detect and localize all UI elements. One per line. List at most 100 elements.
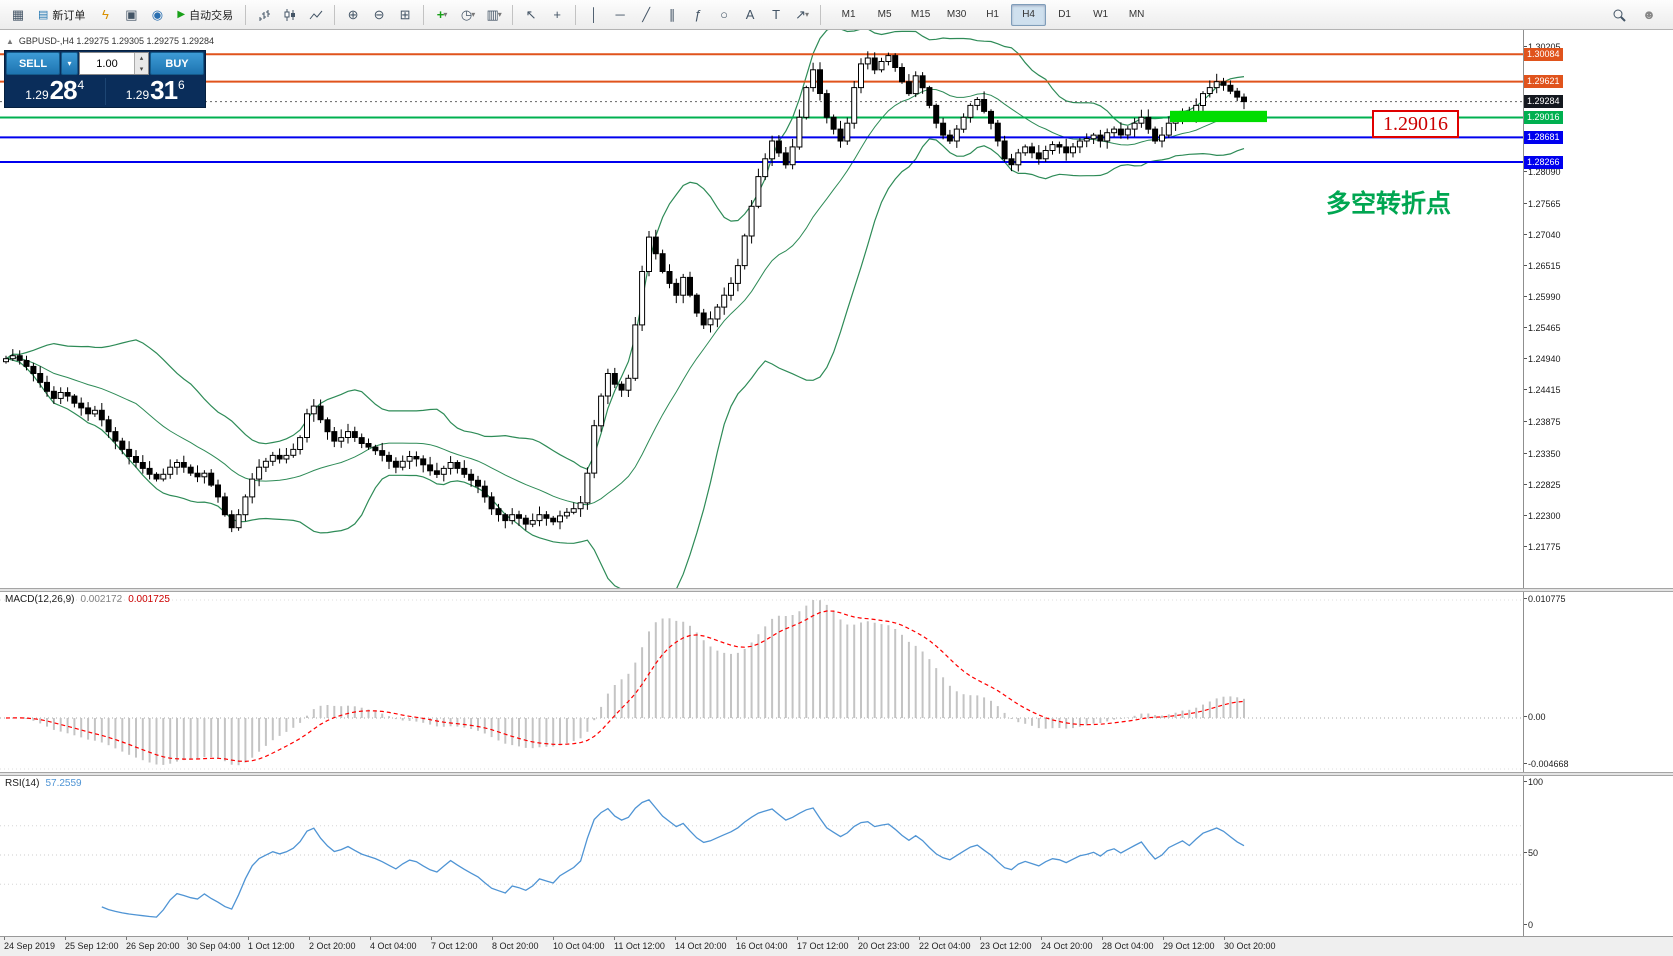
rsi-chart[interactable] [0, 776, 1673, 936]
macd-tick: 0.00 [1523, 712, 1546, 722]
main-toolbar: ▦ ▤ 新订单 ϟ ▣ ◉ ▶ 自动交易 ⊕ ⊖ ⊞ + ▾ ◷ ▾ ▥ ▾ ↖ + … [0, 0, 1673, 30]
lightning-icon[interactable]: ϟ [101, 7, 109, 22]
symbol-ohlc-bar: ▲ GBPUSD-,H4 1.29275 1.29305 1.29275 1.2… [6, 36, 214, 46]
line-chart-icon[interactable] [304, 3, 328, 27]
periods-button[interactable]: ◷ ▾ [456, 3, 480, 27]
panel-splitter[interactable] [0, 772, 1673, 776]
vline-icon[interactable]: │ [590, 7, 599, 22]
cursor-icon[interactable]: ↖ [525, 6, 537, 22]
auto-trading-label: 自动交易 [189, 9, 234, 22]
macd-main-value: 0.002172 [80, 594, 123, 605]
templates-button[interactable]: ▥ ▾ [482, 3, 506, 27]
timeframe-m5[interactable]: M5 [877, 9, 892, 20]
price-tick: 1.26515 [1523, 260, 1561, 271]
price-tick: 1.22300 [1523, 510, 1561, 521]
toolbar-separator [512, 4, 514, 25]
price-tick: 1.22825 [1523, 479, 1561, 490]
auto-trading-button[interactable]: ▶ 自动交易 [171, 3, 239, 27]
timeframe-d1[interactable]: D1 [1058, 9, 1071, 20]
price-callout-box[interactable]: 1.29016 [1372, 110, 1459, 138]
timeframe-mn[interactable]: MN [1128, 9, 1145, 20]
tile-windows-icon[interactable]: ⊞ [399, 6, 411, 22]
toolbar-right: ☻ [1607, 3, 1667, 27]
sell-price-prefix: 1.29 [25, 88, 49, 102]
search-icon[interactable] [1607, 3, 1631, 27]
timeframe-w1[interactable]: W1 [1093, 9, 1109, 20]
time-tick: 7 Oct 12:00 [431, 937, 478, 951]
shapes-icon[interactable]: ○ [720, 7, 729, 22]
timeframe-h1[interactable]: H1 [986, 9, 999, 20]
app-icon[interactable]: ▦ [11, 6, 25, 22]
arrows-button[interactable]: ↗ ▾ [790, 3, 814, 27]
buy-price-pip: 6 [178, 78, 185, 92]
volume-stepper[interactable]: ▴ ▾ [134, 53, 148, 74]
fibo-icon[interactable]: ƒ [694, 7, 702, 22]
time-tick: 16 Oct 04:00 [736, 937, 788, 951]
buy-button[interactable]: BUY [150, 52, 204, 75]
timeframe-h4[interactable]: H4 [1011, 3, 1047, 26]
macd-panel[interactable]: MACD(12,26,9) 0.002172 0.001725 0.010775 0.… [0, 592, 1673, 772]
crosshair-icon[interactable]: + [553, 7, 561, 22]
rsi-tick: 0 [1522, 920, 1534, 930]
new-order-icon: ▤ [38, 9, 49, 21]
rsi-label: RSI(14) 57.2559 [5, 778, 82, 789]
bar-chart-icon[interactable] [252, 3, 276, 27]
collapse-icon[interactable]: ▲ [6, 36, 14, 46]
time-tick: 10 Oct 04:00 [553, 937, 605, 951]
toolbar-separator [575, 4, 577, 25]
new-order-label: 新订单 [52, 9, 86, 22]
buy-price-prefix: 1.29 [125, 88, 150, 102]
price-divider [104, 78, 106, 105]
dropdown-caret[interactable]: ▾ [61, 52, 78, 75]
hline-icon[interactable]: ─ [615, 7, 625, 22]
community-icon[interactable]: ☻ [1642, 7, 1656, 22]
price-level-badge: 1.28681 [1524, 130, 1563, 144]
arrows-icon: ↗ [795, 6, 807, 22]
trendline-icon[interactable]: ╱ [642, 6, 651, 22]
candlestick-icon[interactable] [278, 3, 302, 27]
chart-annotation-text[interactable]: 多空转折点 [1326, 190, 1452, 218]
price-tick: 1.21775 [1523, 542, 1561, 552]
spinner-up[interactable]: ▴ [139, 55, 144, 63]
timeframe-m30[interactable]: M30 [946, 9, 967, 20]
time-tick: 28 Oct 04:00 [1102, 937, 1154, 951]
zoom-out-icon[interactable]: ⊖ [373, 6, 385, 22]
panel-splitter[interactable] [0, 588, 1673, 592]
volume-input[interactable] [80, 53, 134, 74]
spinner-down[interactable]: ▾ [139, 65, 144, 73]
price-level-badge: 1.28266 [1524, 155, 1563, 169]
timeframe-m15[interactable]: M15 [910, 9, 931, 20]
price-tick: 1.25990 [1523, 292, 1561, 302]
price-level-badge: 1.29016 [1524, 111, 1563, 125]
toolbar-separator [334, 4, 336, 25]
buy-price-big: 31 [150, 75, 178, 105]
time-axis[interactable]: 24 Sep 2019 25 Sep 12:00 26 Sep 20:00 30 Se… [0, 936, 1673, 956]
timeframe-m1[interactable]: M1 [841, 9, 856, 20]
time-tick: 24 Sep 2019 [4, 937, 56, 951]
sell-price-pip: 4 [77, 78, 85, 92]
autotrade-play-icon: ▶ [177, 9, 186, 20]
indicators-button[interactable]: + ▾ [430, 3, 454, 27]
candlestick-chart[interactable] [0, 30, 1673, 588]
time-tick: 26 Sep 20:00 [126, 937, 180, 951]
print-icon[interactable]: ▣ [125, 6, 138, 22]
zoom-in-icon[interactable]: ⊕ [347, 6, 359, 22]
sell-button[interactable]: SELL [6, 52, 60, 75]
time-tick: 23 Oct 12:00 [980, 937, 1032, 951]
toolbar-separator [245, 4, 247, 25]
label-icon[interactable]: T [772, 7, 781, 22]
buy-price: 1.29 31 6 [106, 77, 206, 106]
macd-chart[interactable] [0, 592, 1673, 772]
rsi-name: RSI(14) [5, 778, 40, 789]
text-icon[interactable]: A [745, 7, 755, 22]
price-chart-panel[interactable]: ▲ GBPUSD-,H4 1.29275 1.29305 1.29275 1.2… [0, 30, 1673, 588]
new-order-button[interactable]: ▤ 新订单 [32, 3, 91, 27]
rsi-panel[interactable]: RSI(14) 57.2559 100 50 0 [0, 776, 1673, 936]
price-level-badge: 1.30084 [1524, 47, 1563, 61]
price-tick: 1.24415 [1523, 385, 1561, 396]
volume-field: ▴ ▾ [79, 52, 149, 75]
channel-icon[interactable]: ∥ [668, 6, 676, 22]
macd-tick: -0.004668 [1523, 759, 1569, 769]
price-tick: 1.25465 [1523, 323, 1561, 334]
globe-icon[interactable]: ◉ [151, 6, 164, 22]
